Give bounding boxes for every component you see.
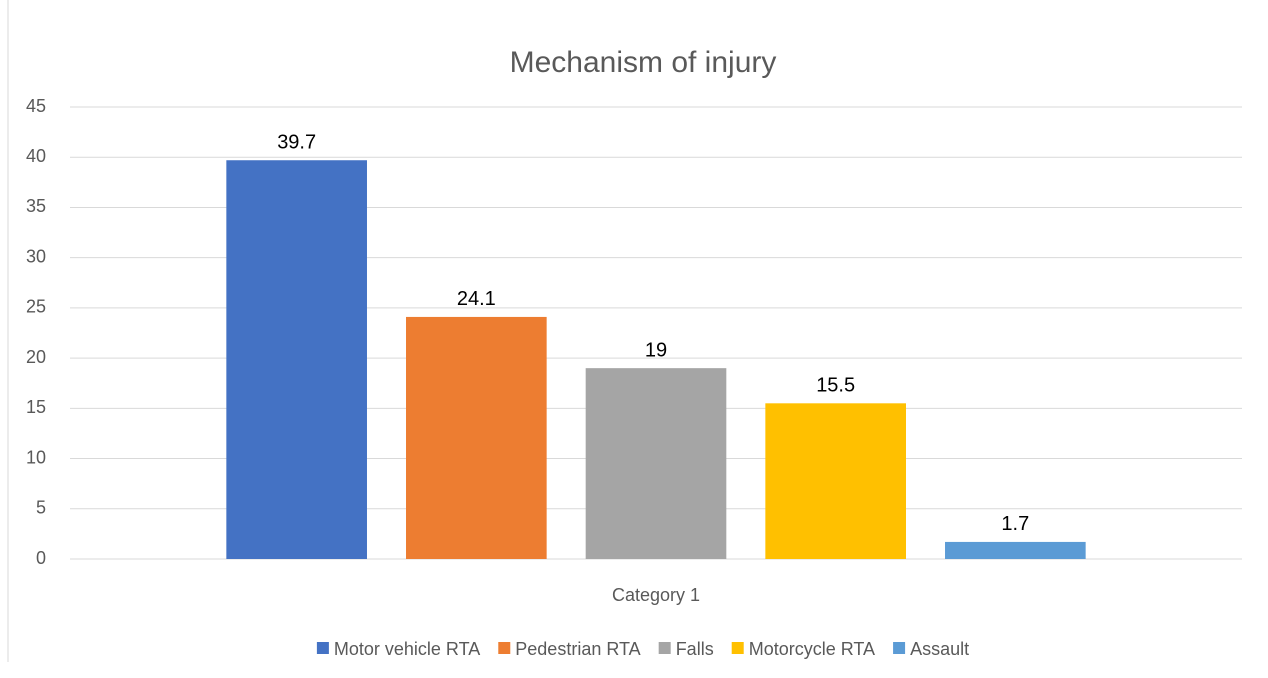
data-label: 24.1 xyxy=(457,288,496,310)
legend-swatch xyxy=(893,642,906,654)
y-tick-label: 40 xyxy=(26,146,46,166)
bar xyxy=(765,403,906,559)
legend-swatch xyxy=(498,642,511,654)
data-label: 15.5 xyxy=(816,375,855,397)
legend: Motor vehicle RTA Pedestrian RTA Falls Moto… xyxy=(316,639,969,659)
y-tick-label: 10 xyxy=(26,447,46,467)
y-tick-label: 25 xyxy=(26,297,46,317)
data-label: 39.7 xyxy=(277,132,316,154)
bar xyxy=(585,368,727,559)
legend-label: Assault xyxy=(910,639,969,659)
data-label: 19 xyxy=(645,339,667,361)
bar xyxy=(406,316,547,559)
legend-label: Motorcycle RTA xyxy=(749,639,875,659)
y-tick-label: 20 xyxy=(26,347,46,367)
data-label: 1.7 xyxy=(1001,513,1029,535)
y-tick-label: 0 xyxy=(36,548,46,568)
y-tick-label: 15 xyxy=(26,397,46,417)
x-tick-label: Category 1 xyxy=(612,585,700,605)
y-tick-label: 35 xyxy=(26,196,46,216)
legend-swatch xyxy=(316,642,329,654)
y-tick-label: 5 xyxy=(36,498,46,518)
legend-swatch xyxy=(658,642,671,654)
legend-label: Falls xyxy=(676,639,714,659)
bar xyxy=(226,160,367,560)
bar xyxy=(945,541,1086,559)
chart-title: Mechanism of injury xyxy=(510,46,777,79)
legend-label: Pedestrian RTA xyxy=(515,639,640,659)
legend-swatch xyxy=(731,642,744,654)
legend-label: Motor vehicle RTA xyxy=(334,639,480,659)
y-tick-label: 30 xyxy=(26,246,46,266)
y-tick-label: 45 xyxy=(26,96,46,116)
